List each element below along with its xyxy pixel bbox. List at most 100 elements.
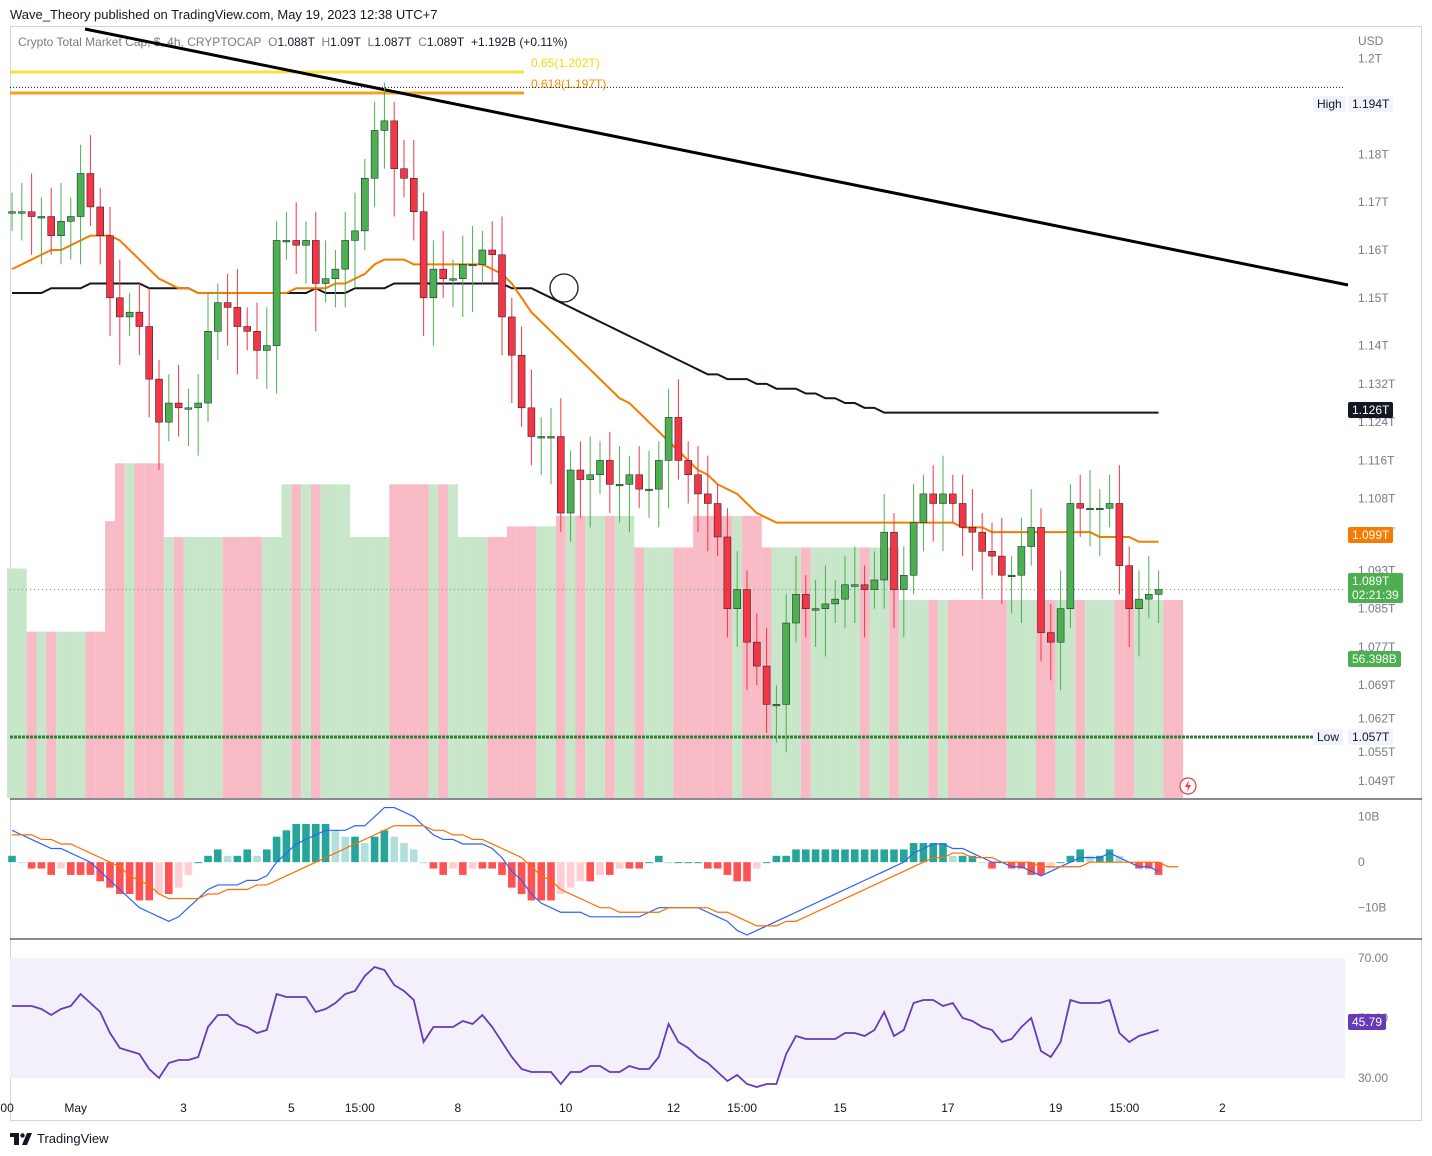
macd-histogram-bar — [1135, 862, 1143, 869]
candle-body — [419, 211, 428, 299]
macd-histogram-bar — [204, 855, 212, 863]
macd-histogram-bar — [57, 862, 65, 869]
candle-body — [1056, 608, 1065, 643]
macd-histogram-bar — [694, 862, 702, 864]
candle-body — [949, 493, 957, 504]
volume-column — [330, 484, 341, 798]
volume-column — [75, 631, 86, 798]
volume-column — [898, 600, 909, 798]
candle-body — [762, 665, 771, 705]
candle-body — [1007, 574, 1016, 577]
candle-body — [302, 240, 310, 246]
volume-column — [163, 536, 174, 798]
volume-column — [663, 547, 674, 798]
macd-histogram-bar — [958, 855, 967, 863]
candle-body — [57, 221, 65, 236]
macd-histogram-bar — [645, 862, 653, 864]
candle-body — [958, 503, 967, 528]
candle-body — [831, 598, 839, 605]
candle-body — [478, 249, 487, 265]
volume-column — [869, 547, 880, 798]
macd-histogram-bar — [704, 862, 712, 869]
change-value: +1.192B (+0.11%) — [470, 35, 568, 49]
ema200-line — [12, 282, 1159, 414]
candle-body — [174, 402, 183, 409]
macd-histogram-bar — [831, 849, 839, 863]
close-value: 1.089T — [426, 35, 465, 49]
candle-body — [1154, 589, 1163, 595]
candle-body — [929, 493, 937, 504]
time-axis-tick: 17 — [941, 1101, 955, 1115]
last-price-badge: 1.089T 02:21:39 — [1348, 573, 1403, 603]
volume-column — [183, 536, 194, 798]
volume-column — [516, 526, 527, 798]
volume-column — [702, 515, 713, 798]
candle-body — [576, 469, 585, 480]
symbol-title[interactable]: Crypto Total Market Cap, $, 4h, CRYPTOCA… — [18, 35, 262, 49]
candle-body — [527, 407, 536, 437]
volume-column — [1075, 600, 1086, 798]
macd-histogram-bar — [841, 849, 849, 863]
candle-body — [47, 216, 55, 236]
macd-histogram-bar — [792, 849, 800, 863]
time-axis-tick: 00 — [0, 1101, 14, 1115]
volume-column — [144, 463, 155, 798]
macd-histogram-bar — [488, 862, 496, 869]
price-axis-tick: 1.14T — [1358, 339, 1389, 353]
volume-column — [996, 600, 1007, 798]
tradingview-brand[interactable]: TradingView — [10, 1131, 109, 1146]
candle-body — [321, 278, 330, 284]
candle-body — [351, 230, 359, 241]
candle-body — [713, 503, 722, 538]
currency-label[interactable]: USD — [1358, 34, 1384, 48]
volume-column — [154, 463, 164, 798]
macd-histogram-bar — [135, 862, 144, 901]
candle-body — [233, 307, 242, 327]
candle-body — [223, 302, 232, 308]
macd-histogram-bar — [429, 862, 438, 869]
volume-column — [653, 547, 664, 798]
macd-histogram-bar — [1154, 862, 1163, 875]
volume-column — [350, 536, 360, 798]
volume-column — [261, 536, 272, 798]
price-axis-tick: 1.18T — [1358, 147, 1389, 161]
macd-histogram-bar — [1027, 862, 1035, 875]
volume-column — [830, 547, 841, 798]
candle-body — [802, 594, 810, 609]
macd-histogram-bar — [968, 855, 977, 863]
volume-column — [1036, 600, 1046, 798]
volume-column — [879, 547, 890, 798]
time-axis-tick: 15:00 — [727, 1101, 757, 1115]
macd-histogram-bar — [341, 836, 349, 863]
candle-body — [253, 331, 261, 351]
macd-histogram-bar — [615, 862, 624, 869]
macd-histogram-bar — [1056, 862, 1065, 864]
volume-column — [134, 463, 145, 798]
candle-body — [615, 484, 624, 487]
candle-body — [204, 331, 212, 404]
macd-histogram-bar — [851, 849, 859, 863]
candle-body — [27, 211, 36, 217]
macd-histogram-bar — [939, 843, 947, 863]
rsi-badge: 45.79 — [1348, 1014, 1387, 1030]
macd-histogram-bar — [527, 862, 536, 901]
macd-histogram-bar — [919, 843, 928, 863]
time-axis-tick: 19 — [1049, 1101, 1063, 1115]
candle-body — [753, 641, 761, 667]
macd-histogram-bar — [1145, 862, 1153, 869]
candle-body — [860, 584, 869, 590]
volume-column — [614, 515, 625, 798]
volume-column — [800, 547, 811, 798]
volume-column — [105, 521, 115, 798]
macd-histogram-bar — [929, 843, 937, 863]
candle-body — [67, 216, 75, 222]
macd-histogram-bar — [116, 862, 124, 895]
volume-column — [1114, 600, 1125, 798]
volume-column — [967, 600, 978, 798]
macd-histogram-bar — [547, 862, 555, 901]
macd-histogram-bar — [537, 862, 545, 901]
macd-histogram-bar — [1037, 862, 1045, 875]
macd-histogram-bar — [586, 862, 594, 882]
candle-body — [361, 178, 369, 232]
